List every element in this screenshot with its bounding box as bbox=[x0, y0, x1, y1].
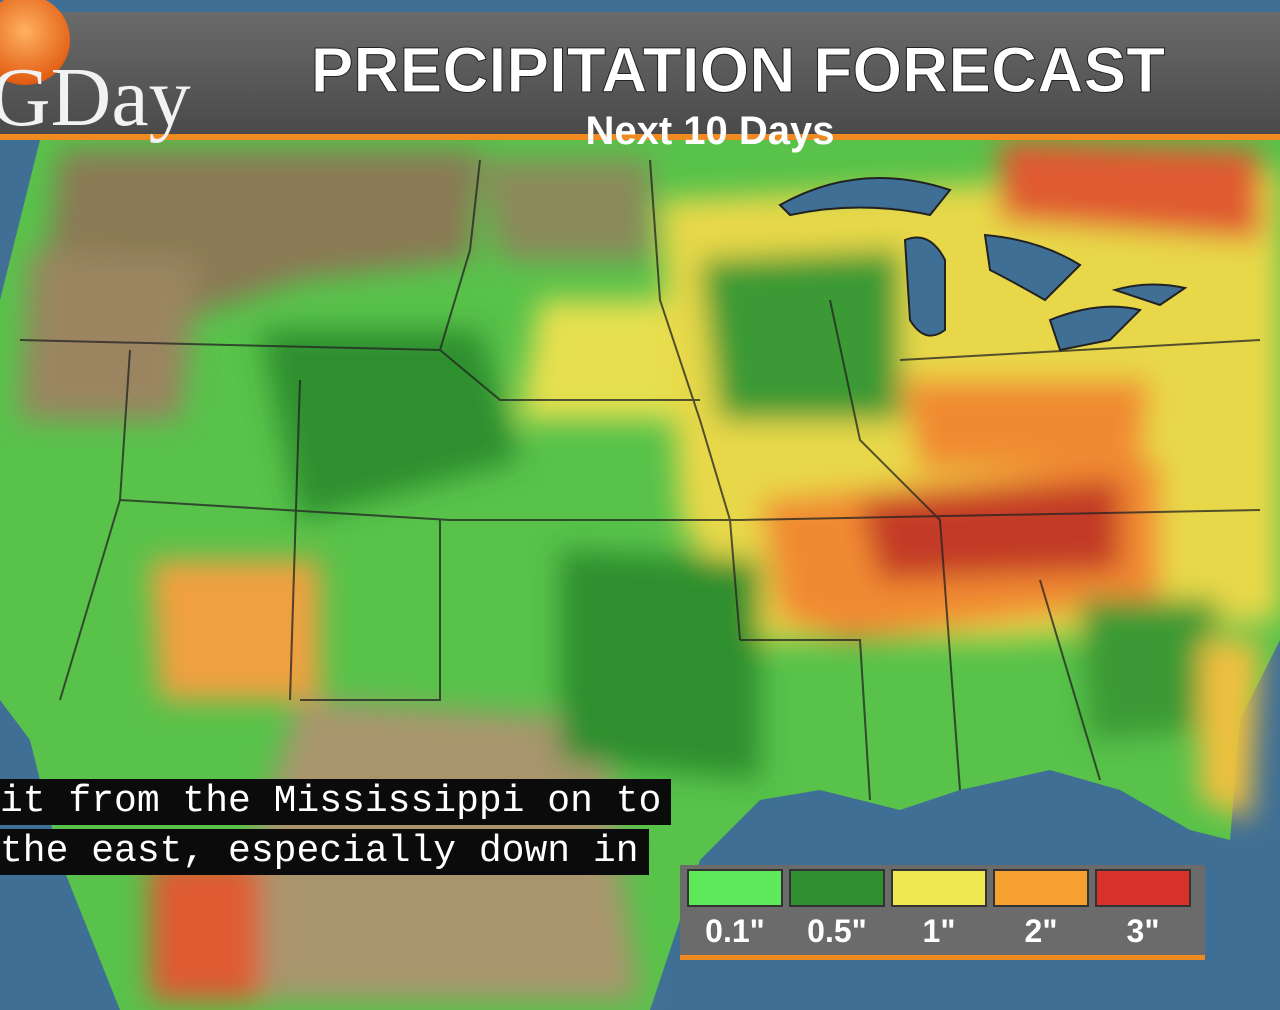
title: PRECIPITATION FORECAST bbox=[311, 34, 1166, 106]
header-rule bbox=[0, 134, 1280, 140]
subtitle: Next 10 Days bbox=[585, 109, 834, 153]
legend-label: 2" bbox=[1025, 913, 1058, 949]
legend: 0.1" 0.5" 1" 2" 3" bbox=[687, 869, 1191, 949]
logo-sun bbox=[0, 0, 70, 85]
caption-line: the east, especially down in bbox=[0, 829, 649, 875]
legend-swatch bbox=[789, 869, 885, 907]
legend-swatch bbox=[687, 869, 783, 907]
legend-label: 0.1" bbox=[705, 913, 765, 949]
brand: GDay bbox=[0, 51, 191, 144]
caption-line: it from the Mississippi on to bbox=[0, 779, 672, 825]
state-borders bbox=[19, 159, 1261, 801]
legend-label: 1" bbox=[923, 913, 956, 949]
legend-label: 0.5" bbox=[807, 913, 867, 949]
legend-swatch bbox=[993, 869, 1089, 907]
legend-rule bbox=[680, 955, 1205, 960]
legend-label: 3" bbox=[1127, 913, 1160, 949]
legend-swatch bbox=[1095, 869, 1191, 907]
great-lakes bbox=[778, 177, 1188, 352]
header-band bbox=[0, 12, 1280, 134]
legend-swatch bbox=[891, 869, 987, 907]
